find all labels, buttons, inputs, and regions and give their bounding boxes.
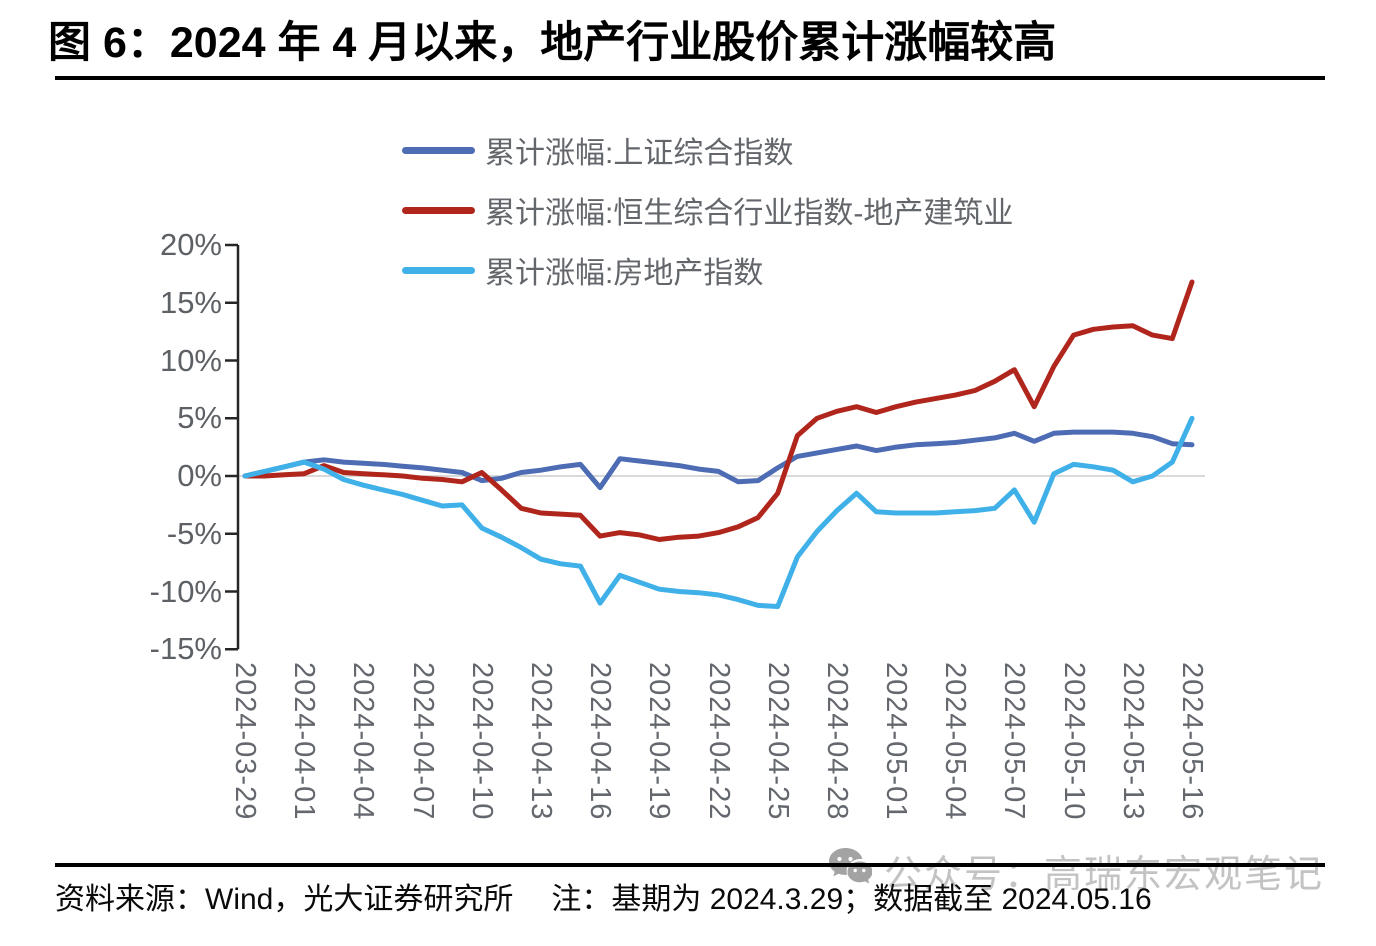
x-tick-label: 2024-05-04 <box>939 662 972 821</box>
y-tick-label: 10% <box>159 342 222 378</box>
y-tick-label: 15% <box>159 284 222 320</box>
x-tick-label: 2024-05-13 <box>1116 662 1149 821</box>
y-tick-label: 0% <box>177 458 222 493</box>
x-tick-label: 2024-04-16 <box>584 662 617 821</box>
footer-source: 资料来源：Wind，光大证券研究所 <box>55 883 514 916</box>
x-tick-label: 2024-04-04 <box>347 662 380 821</box>
series-line-2 <box>242 415 1195 609</box>
x-tick-label: 2024-04-01 <box>288 662 321 821</box>
chart-legend: 累计涨幅:上证综合指数 累计涨幅:恒生综合行业指数-地产建筑业 累计涨幅:房地产… <box>402 132 1013 312</box>
legend-item-hsi-property: 累计涨幅:恒生综合行业指数-地产建筑业 <box>402 192 1013 230</box>
x-tick-label: 2024-05-10 <box>1057 662 1090 821</box>
series-line-0 <box>242 429 1195 491</box>
y-tick-label: -15% <box>149 631 222 667</box>
x-tick-label: 2024-04-25 <box>761 662 794 821</box>
x-tick-label: 2024-04-22 <box>702 662 735 821</box>
x-tick-label: 2024-05-01 <box>880 662 913 821</box>
legend-swatch-sse-icon <box>402 146 475 154</box>
wechat-bubbles-icon <box>829 848 872 884</box>
y-tick-label: -5% <box>166 515 222 551</box>
plot-area <box>225 243 1205 651</box>
legend-label-realestate: 累计涨幅:房地产指数 <box>485 257 764 290</box>
y-tick-label: -10% <box>149 573 222 609</box>
footer-note: 注：基期为 2024.3.29；数据截至 2024.05.16 <box>551 883 1152 916</box>
legend-label-hsi-property: 累计涨幅:恒生综合行业指数-地产建筑业 <box>485 197 1014 230</box>
x-tick-label: 2024-03-29 <box>229 662 261 821</box>
x-tick-label: 2024-04-10 <box>465 662 498 821</box>
footer-divider <box>55 863 1325 867</box>
watermark: 公众号：高瑞东宏观笔记 <box>828 843 1324 898</box>
watermark-text: 公众号：高瑞东宏观笔记 <box>884 854 1325 896</box>
x-tick-label: 2024-05-16 <box>1176 662 1208 821</box>
x-tick-label: 2024-04-28 <box>820 662 853 821</box>
footer: 资料来源：Wind，光大证券研究所 注：基期为 2024.3.29；数据截至 2… <box>55 874 1152 918</box>
figure-title: 图 6：2024 年 4 月以来，地产行业股价累计涨幅较高 <box>48 19 1057 67</box>
legend-item-realestate: 累计涨幅:房地产指数 <box>402 252 1013 290</box>
series-line-1 <box>242 279 1195 542</box>
y-tick-label: 20% <box>159 227 222 262</box>
legend-label-sse: 累计涨幅:上证综合指数 <box>485 137 794 170</box>
title-divider <box>55 76 1325 80</box>
x-tick-label: 2024-04-19 <box>643 662 676 821</box>
x-tick-label: 2024-04-07 <box>406 662 439 821</box>
legend-item-sse: 累计涨幅:上证综合指数 <box>402 132 1013 170</box>
legend-swatch-hsi-property-icon <box>402 206 475 214</box>
legend-swatch-realestate-icon <box>402 266 475 274</box>
x-tick-label: 2024-04-13 <box>524 662 557 821</box>
x-tick-label: 2024-05-07 <box>998 662 1031 821</box>
y-tick-label: 5% <box>177 400 222 436</box>
